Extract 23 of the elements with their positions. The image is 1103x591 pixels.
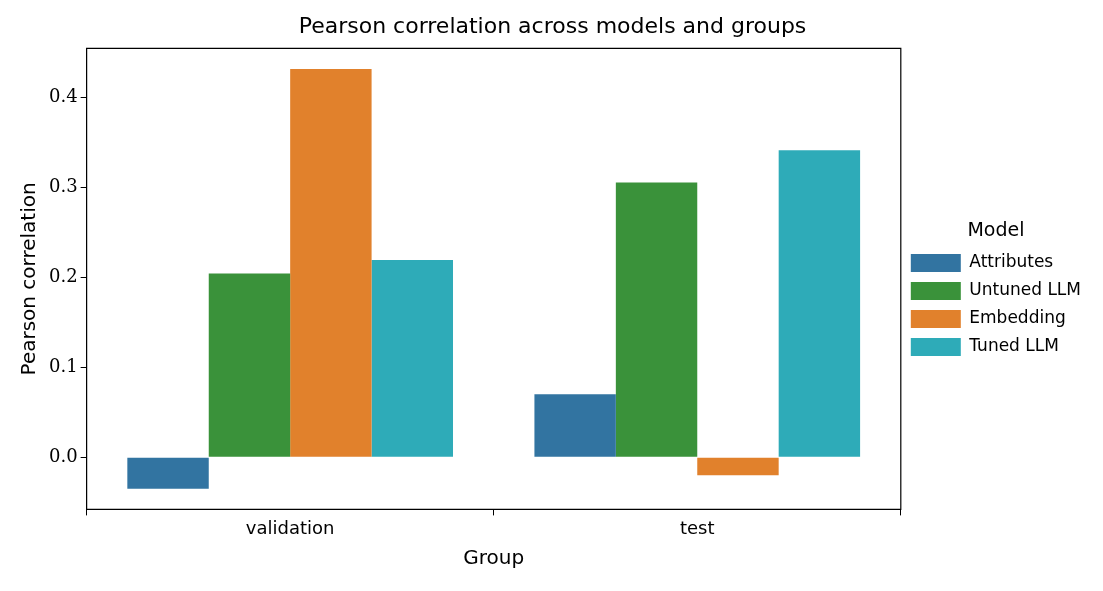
y-axis-title: Pearson correlation xyxy=(16,182,41,376)
legend-label: Embedding xyxy=(969,307,1066,328)
bar xyxy=(534,394,616,457)
x-tick-label: test xyxy=(679,516,715,538)
legend-label: Attributes xyxy=(969,251,1054,272)
y-tick-label: 0.3 xyxy=(48,174,78,196)
legend-label: Tuned LLM xyxy=(968,335,1059,356)
legend-label: Untuned LLM xyxy=(969,279,1082,300)
legend-title: Model xyxy=(967,217,1025,240)
y-tick-label: 0.1 xyxy=(48,354,78,376)
y-tick-label: 0.0 xyxy=(48,444,78,466)
bar xyxy=(371,259,454,457)
y-tick-label: 0.4 xyxy=(48,84,78,106)
bar xyxy=(778,150,861,457)
bar xyxy=(697,457,779,476)
y-tick-label: 0.2 xyxy=(48,264,78,286)
x-tick-label: validation xyxy=(245,516,335,538)
chart-title: Pearson correlation across models and groups xyxy=(298,12,807,38)
bar xyxy=(290,69,372,457)
bar xyxy=(208,273,291,457)
bar xyxy=(615,182,698,457)
x-axis-title: Group xyxy=(463,545,525,570)
bar xyxy=(127,457,209,489)
